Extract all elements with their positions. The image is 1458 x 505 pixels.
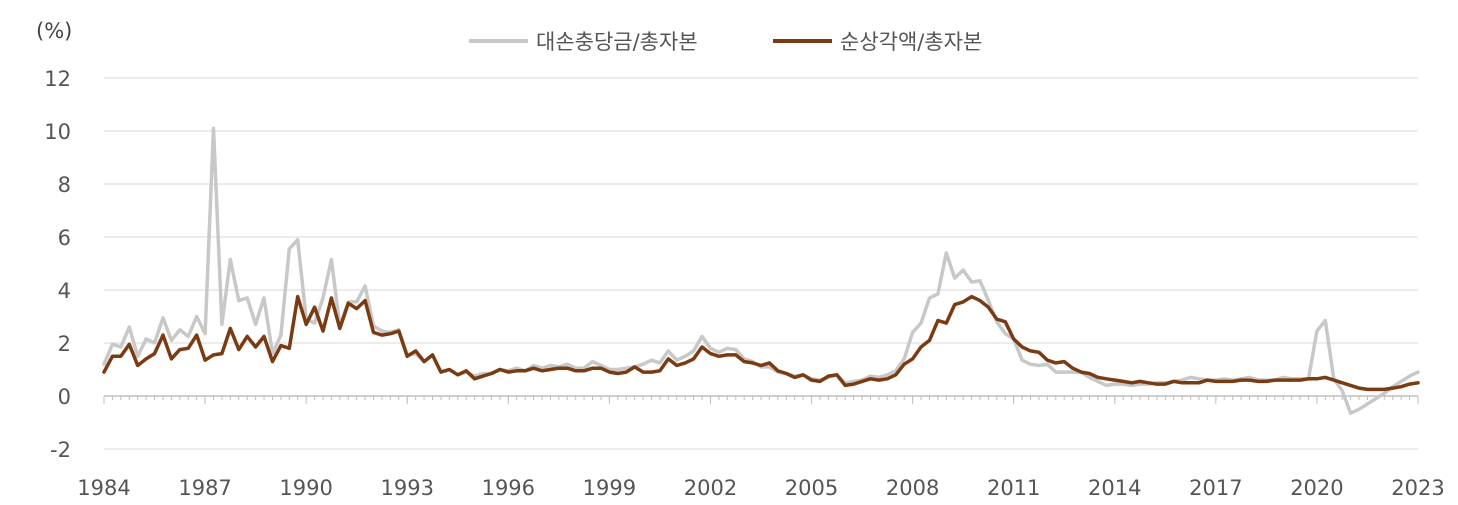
series-line-provision bbox=[102, 126, 1420, 415]
y-tick-label: 4 bbox=[58, 279, 71, 303]
x-tick-label: 2020 bbox=[1290, 476, 1343, 500]
y-tick-label: -2 bbox=[50, 438, 71, 462]
y-tick-label: 0 bbox=[58, 385, 71, 409]
x-tick-label: 2005 bbox=[785, 476, 838, 500]
series-lines bbox=[102, 126, 1420, 415]
y-tick-label: 12 bbox=[44, 67, 71, 91]
legend-label-chargeoff: 순상각액/총자본 bbox=[840, 30, 982, 54]
y-tick-label: 2 bbox=[58, 332, 71, 356]
y-axis-ticks: -2 0 2 4 6 8 10 12 bbox=[44, 67, 71, 462]
x-tick-label: 1987 bbox=[178, 476, 231, 500]
x-tick-label: 1984 bbox=[77, 476, 130, 500]
x-tick-label: 1999 bbox=[583, 476, 636, 500]
legend-label-provision: 대손충당금/총자본 bbox=[536, 30, 698, 54]
y-tick-label: 10 bbox=[44, 120, 71, 144]
x-tick-label: 2017 bbox=[1189, 476, 1242, 500]
x-tick-label: 2008 bbox=[886, 476, 939, 500]
x-tick-label: 2014 bbox=[1088, 476, 1141, 500]
legend: 대손충당금/총자본 순상각액/총자본 bbox=[469, 30, 982, 54]
series-line-chargeoff bbox=[102, 294, 1420, 392]
y-tick-label: 8 bbox=[58, 173, 71, 197]
x-tick-label: 2023 bbox=[1391, 476, 1444, 500]
x-tick-label: 2011 bbox=[987, 476, 1040, 500]
x-tick-label: 2002 bbox=[684, 476, 737, 500]
x-axis: 1984 1987 1990 1993 1996 1999 2002 2005 2008 2011… bbox=[77, 395, 1445, 500]
x-tick-label: 1996 bbox=[482, 476, 535, 500]
y-tick-label: 6 bbox=[58, 226, 71, 250]
unit-label: (%) bbox=[36, 19, 72, 43]
x-tick-label: 1990 bbox=[279, 476, 332, 500]
x-tick-label: 1993 bbox=[381, 476, 434, 500]
